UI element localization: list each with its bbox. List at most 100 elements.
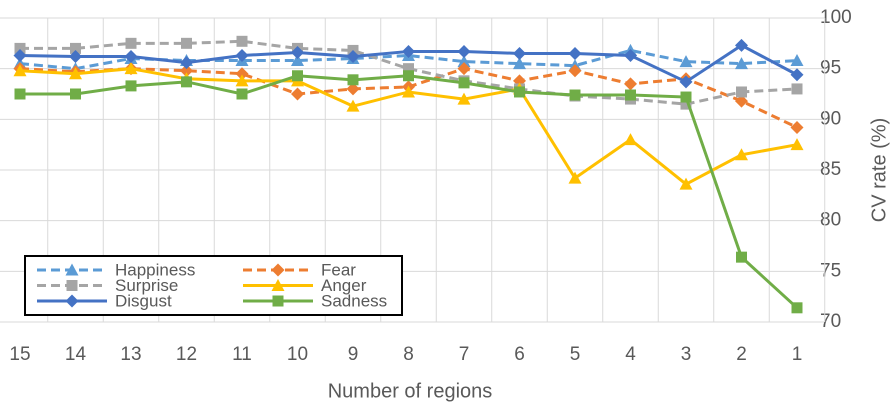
marker [790,138,804,151]
marker [569,89,581,101]
marker [624,48,637,62]
x-tick-label: 11 [232,344,252,365]
marker [66,280,78,291]
marker [457,44,471,58]
marker [271,279,285,291]
marker [65,263,79,276]
x-tick-label: 10 [287,344,308,365]
x-tick-label: 12 [176,344,197,365]
marker [790,120,804,134]
marker [735,94,748,108]
marker [624,133,637,146]
y-tick-label: 100 [820,7,852,28]
x-tick-label: 6 [514,344,525,365]
marker [124,62,138,75]
legend: Happiness Fear Surprise Anger Disgust Sadness [24,255,403,316]
marker [457,55,471,68]
marker [346,82,360,96]
marker [403,63,414,75]
marker [790,54,804,67]
series [13,38,804,89]
marker [514,86,525,98]
marker [181,76,192,88]
x-tick-label: 3 [681,344,692,365]
marker [790,68,804,82]
marker [736,251,747,263]
marker [272,295,284,307]
marker [180,64,193,78]
marker [625,89,636,101]
x-tick-label: 5 [570,344,581,365]
marker [271,263,285,277]
marker [346,99,360,112]
marker [346,50,360,64]
marker [679,177,693,190]
marker [624,77,637,91]
legend-label: Anger [321,276,367,295]
marker [791,302,803,314]
marker [735,57,748,70]
x-tick-label: 8 [403,344,414,365]
x-tick-label: 13 [120,344,141,365]
marker [235,67,249,81]
marker [292,70,303,82]
x-axis-title: Number of regions [328,380,493,402]
marker [402,85,415,98]
y-tick-label: 70 [820,311,841,332]
marker [65,294,79,308]
y-tick-label: 85 [820,159,841,180]
marker [125,37,137,49]
y-tick-label: 95 [820,58,841,79]
marker [70,42,81,54]
marker [568,171,582,184]
marker [568,46,582,60]
marker [181,37,192,49]
marker [235,74,249,87]
marker [69,67,82,80]
marker [735,148,748,161]
series [13,62,804,190]
marker [791,83,803,95]
marker [69,50,82,64]
marker [513,57,526,70]
x-tick-label: 9 [348,344,359,365]
marker [680,98,692,110]
x-tick-label: 15 [9,344,30,365]
marker [124,50,138,64]
marker [457,92,471,105]
marker [347,74,359,86]
marker [236,35,248,47]
marker [291,54,304,67]
legend-label: Happiness [115,260,195,279]
legend-label: Fear [321,260,356,279]
marker [679,55,693,68]
marker [180,56,193,70]
marker [235,48,249,62]
marker [13,64,27,77]
x-tick-label: 14 [65,344,87,365]
marker [680,91,692,103]
marker [125,80,137,92]
marker [679,75,693,89]
marker [735,38,748,52]
marker [291,87,304,101]
x-tick-label: 2 [736,344,747,365]
marker [14,88,26,100]
marker [236,88,248,100]
marker [568,64,582,78]
marker [291,45,304,59]
y-tick-label: 90 [820,108,841,129]
marker [513,46,526,60]
marker [458,77,470,89]
legend-label: Disgust [115,291,172,310]
y-tick-label: 80 [820,210,841,231]
marker [13,48,27,62]
y-axis-title: CV rate (%) [868,118,890,222]
marker [403,70,414,82]
series [14,70,803,314]
marker [70,88,81,100]
x-tick-label: 4 [625,344,636,365]
marker [14,42,26,54]
x-tick-label: 1 [792,344,803,365]
